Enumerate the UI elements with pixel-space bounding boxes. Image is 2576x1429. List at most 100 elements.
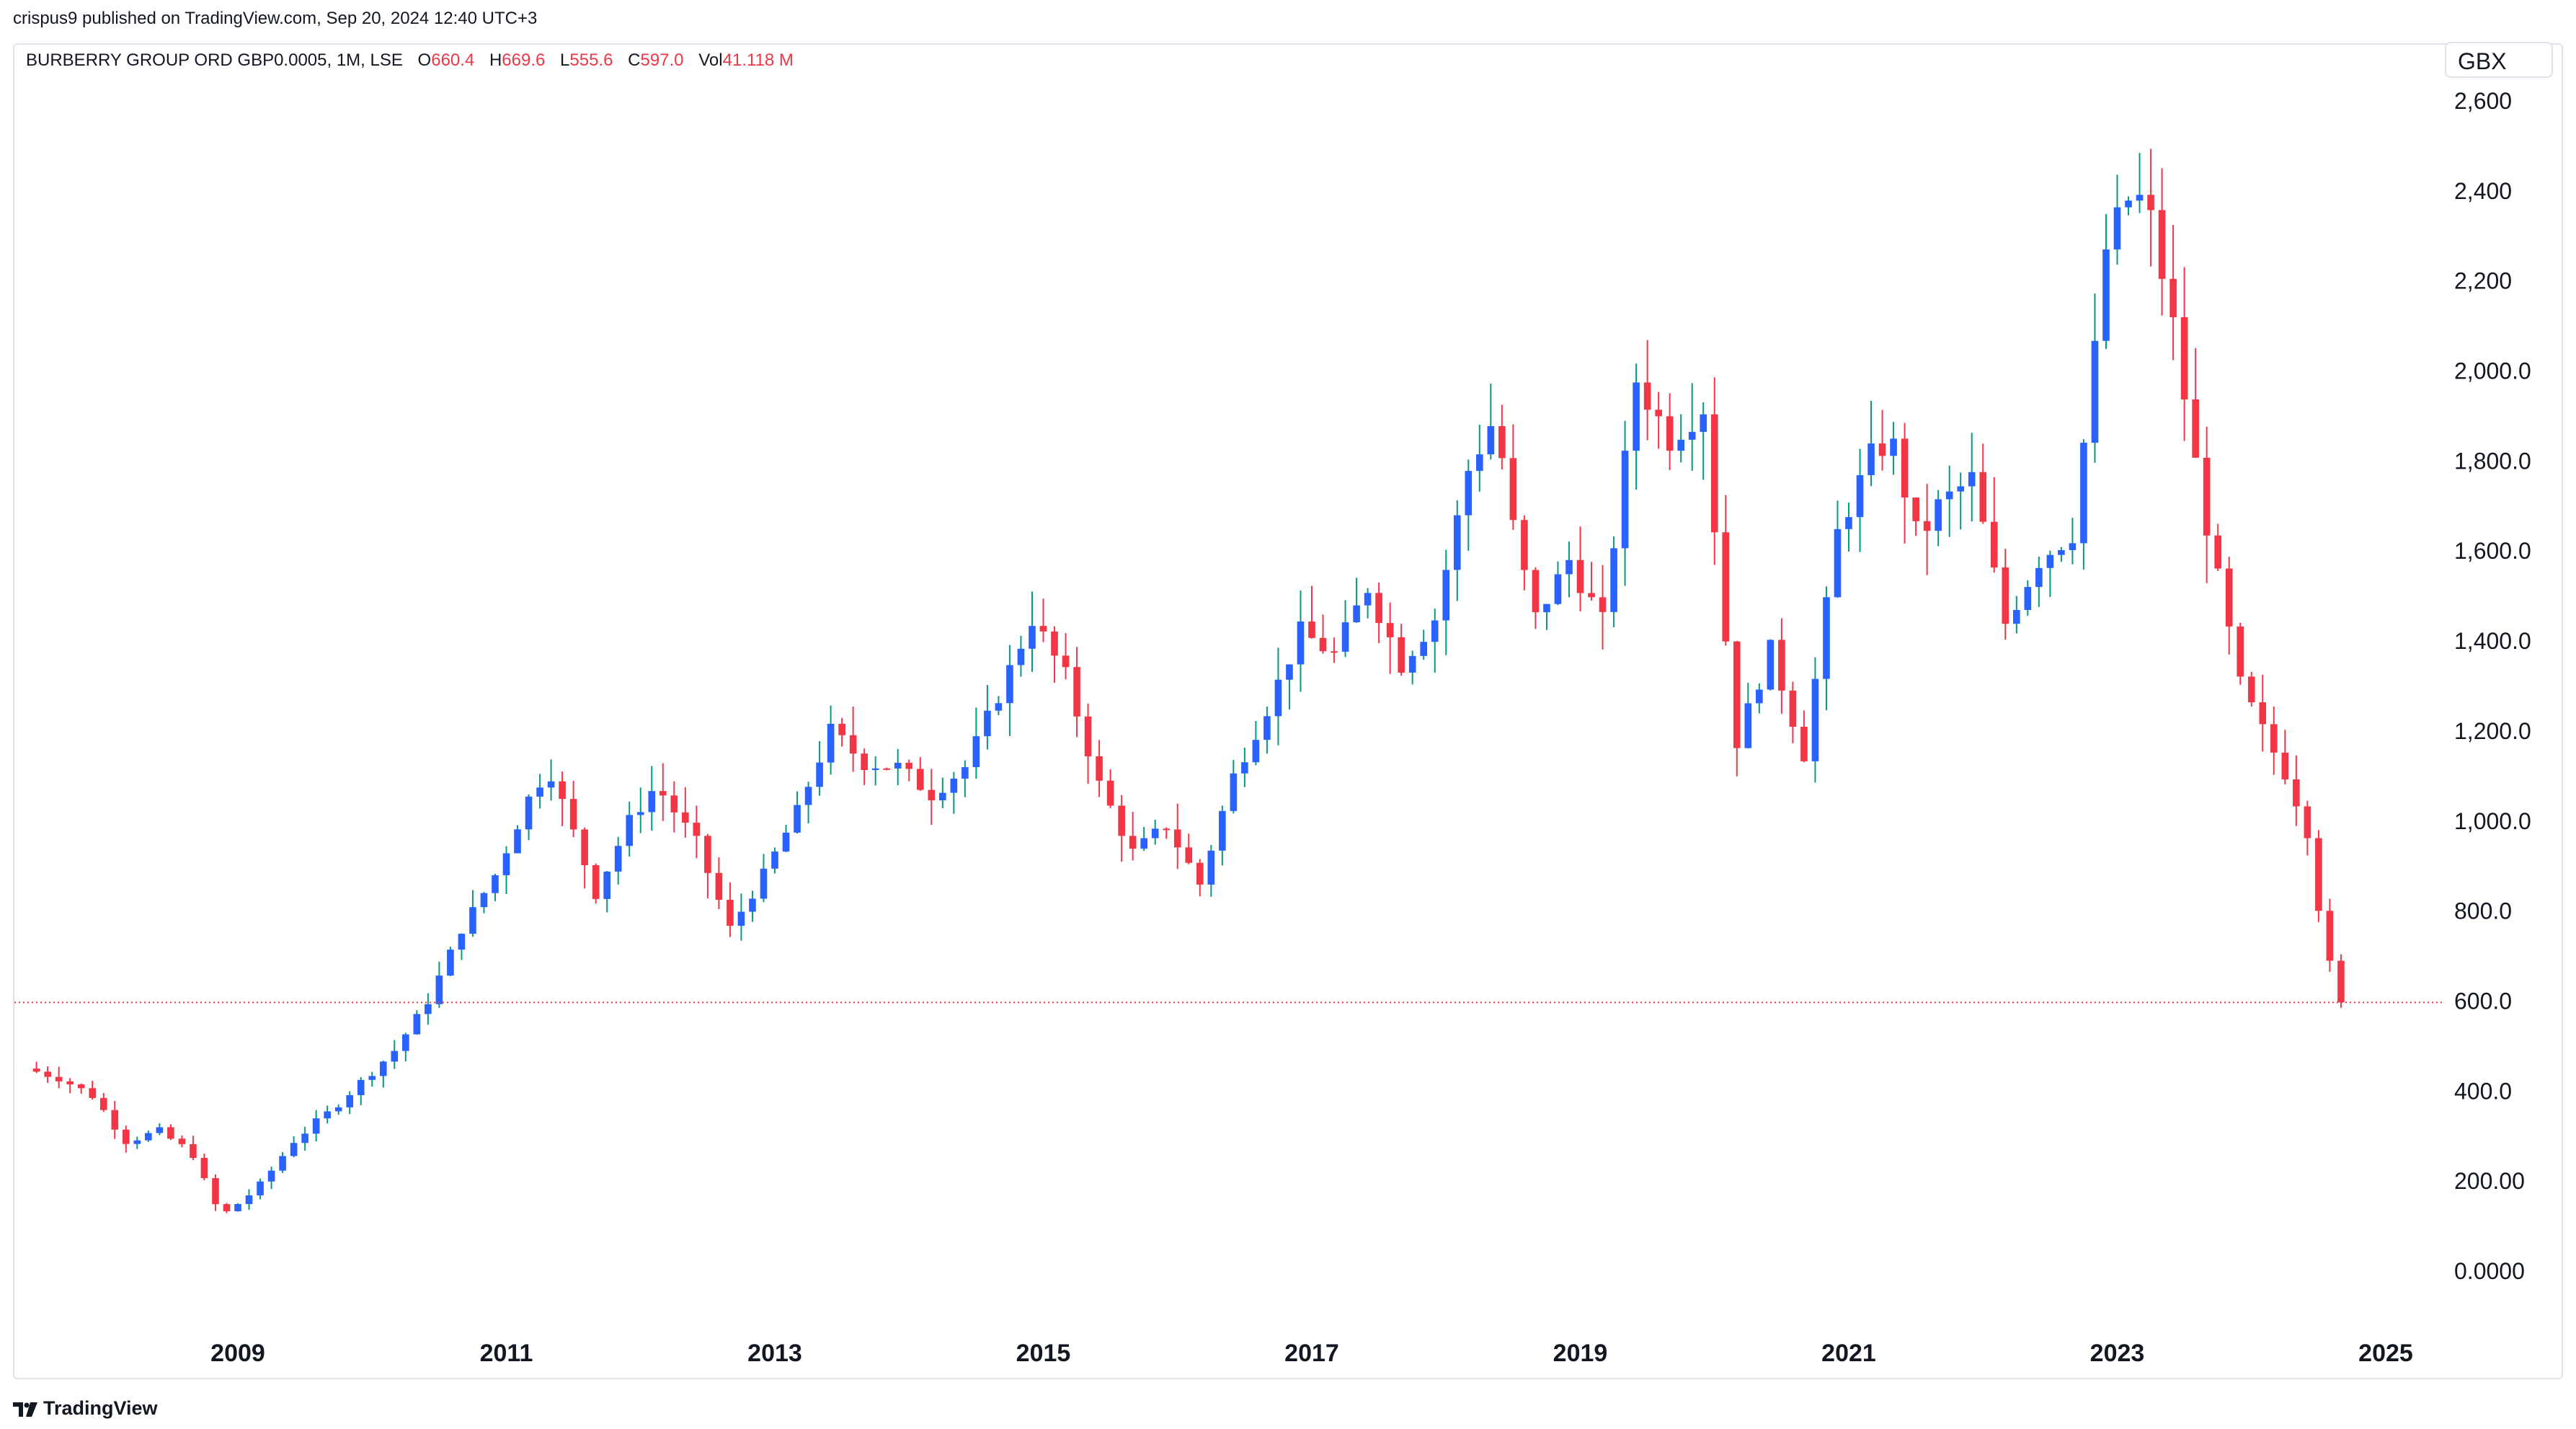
candle-body [1700,414,1707,433]
candle-body [737,911,745,926]
candle-body [894,762,902,769]
candle-body [1968,472,1976,487]
candle-body [1274,679,1282,717]
candle-body [2058,549,2065,555]
candle-body [636,812,644,815]
currency-selector[interactable]: GBX [2445,42,2553,78]
candle-body [1341,622,1349,652]
candle-body [2259,702,2267,725]
candle-body [1945,491,1953,500]
candle-body [1476,454,1483,472]
candle-body [1643,382,1651,410]
candle-body [245,1195,253,1204]
candle-body [794,805,801,833]
candle-body [1286,664,1293,680]
candle-body [1487,426,1495,455]
candle-body [1744,703,1752,748]
low-value: 555.6 [569,50,613,70]
candle-body [425,1004,432,1014]
x-tick-label: 2009 [210,1340,265,1367]
candle-body [1297,621,1305,665]
candle-body [2125,200,2132,208]
y-tick-label: 1,800.0 [2454,448,2531,474]
candle-body [871,768,879,771]
x-tick-label: 2019 [1553,1340,1608,1367]
open-label: O [417,50,432,70]
candle-body [1241,762,1248,774]
candle-body [1845,517,1852,529]
candle-body [223,1204,231,1211]
candle-body [1129,836,1137,849]
candle-body [212,1178,219,1205]
candle-body [559,781,566,800]
candle-body [1823,597,1830,679]
candle-body [379,1061,387,1076]
candle-body [1756,689,1763,704]
candle-body [1006,665,1013,704]
candle-body [458,934,466,950]
candle-body [1811,678,1819,761]
y-tick-label: 1,400.0 [2454,628,2531,654]
candle-body [2225,568,2233,627]
candle-body [1621,451,1629,549]
candle-body [1364,593,1372,606]
candle-body [2046,554,2054,568]
candle-body [1386,623,1394,637]
candle-body [760,868,768,899]
candle-body [939,792,946,801]
tradingview-logo-text: TradingView [43,1397,158,1419]
tradingview-logo[interactable]: TradingView [13,1397,158,1420]
candle-body [502,853,510,875]
candle-body [1039,626,1047,632]
x-tick-label: 2011 [480,1340,533,1367]
candle-body [1901,438,1909,498]
candle-body [1576,559,1584,593]
candle-body [1398,637,1405,673]
volume-label: Vol [698,50,723,70]
candle-body [1084,716,1092,757]
candle-body [2337,960,2345,1003]
candle-body [1554,574,1562,604]
candle-body [1185,847,1193,863]
candle-body [883,768,891,770]
candle-body [2080,443,2087,544]
candle-body [1834,528,1842,598]
candle-body [145,1133,152,1141]
candle-body [536,787,543,797]
y-tick-label: 600.0 [2454,988,2512,1014]
candle-body [2013,610,2020,624]
low-label: L [560,50,570,70]
symbol-name: BURBERRY GROUP ORD GBP0.0005, 1M, LSE [26,50,403,70]
candle-body [1957,486,1965,492]
candle-body [972,736,980,768]
candle-body [2326,911,2334,961]
candle-body [581,829,588,866]
candle-body [1252,740,1260,763]
candle-body [1106,780,1114,806]
candle-body [693,823,701,836]
candle-body [2136,195,2144,201]
x-tick-label: 2021 [1821,1340,1876,1367]
candle-body [1420,642,1428,656]
candle-body [391,1050,399,1062]
candle-body [234,1203,241,1211]
candle-body [1521,520,1528,570]
candle-body [1543,603,1550,613]
candle-body [2091,340,2099,443]
symbol-legend: BURBERRY GROUP ORD GBP0.0005, 1M, LSE O 6… [26,50,794,71]
candle-body [1655,410,1662,417]
candle-body [1431,620,1439,642]
candle-body [1666,416,1674,451]
candle-body [1230,773,1238,811]
candle-body [1453,515,1461,570]
candle-body [301,1133,308,1143]
candle-body [2069,543,2077,550]
candle-body [816,762,823,787]
candle-body [827,723,835,763]
x-tick-label: 2017 [1284,1340,1339,1367]
candle-body [66,1081,74,1085]
candle-body [1800,727,1808,761]
high-value: 669.6 [502,50,546,70]
candle-body [77,1084,85,1089]
